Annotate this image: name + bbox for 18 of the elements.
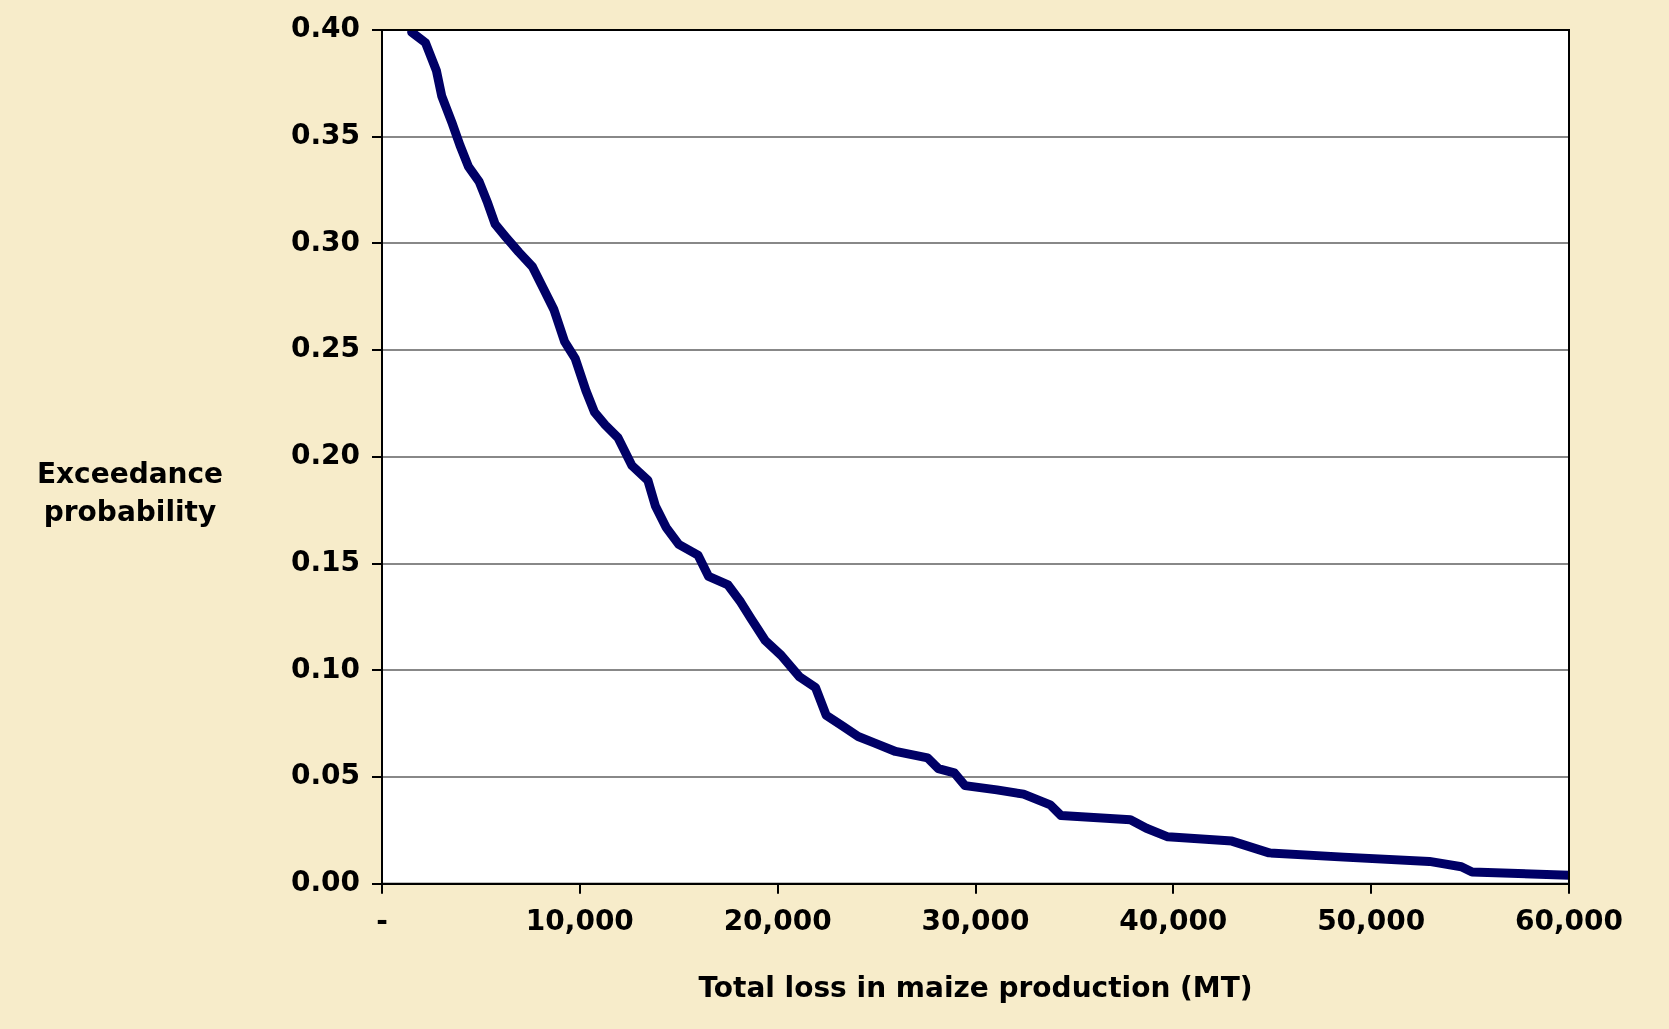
- x-tick-label: 20,000: [723, 903, 832, 937]
- x-tick-label: 50,000: [1317, 903, 1426, 937]
- y-tick-label: 0.35: [290, 118, 360, 152]
- y-tick-label: 0.10: [290, 651, 360, 685]
- x-tick-label: 10,000: [525, 903, 634, 937]
- x-tick-label: -: [376, 903, 388, 937]
- y-tick-label: 0.15: [290, 544, 360, 578]
- y-tick-label: 0.30: [290, 224, 360, 258]
- x-tick-label: 30,000: [921, 903, 1030, 937]
- x-tick-label: 60,000: [1514, 903, 1624, 937]
- y-tick-label: 0.40: [290, 11, 360, 45]
- y-tick-label: 0.00: [290, 865, 360, 899]
- y-axis-title: Exceedance probability: [35, 456, 225, 530]
- x-tick-label: 40,000: [1119, 903, 1228, 937]
- y-tick-label: 0.25: [290, 331, 360, 365]
- y-tick-label: 0.20: [290, 438, 360, 472]
- x-axis-title: Total loss in maize production (MT): [698, 971, 1253, 1005]
- y-tick-label: 0.05: [290, 758, 360, 792]
